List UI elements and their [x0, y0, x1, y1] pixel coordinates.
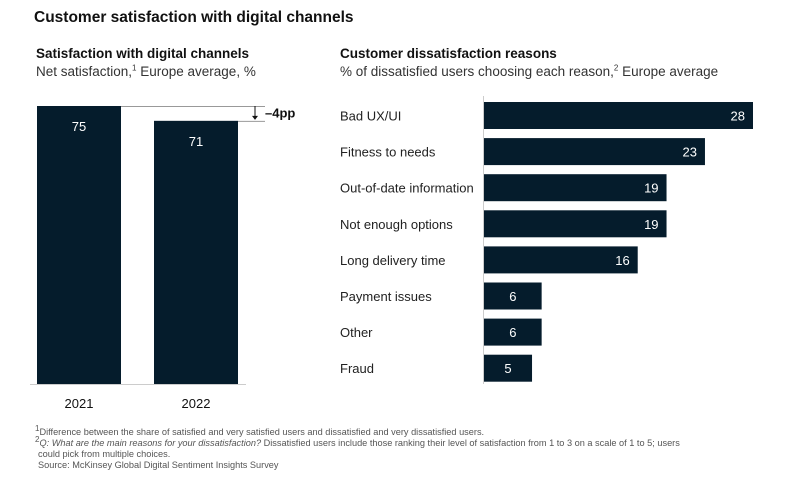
data-label-7: 5	[504, 361, 511, 376]
bar-3	[484, 210, 667, 238]
footnote-2-marker: 2	[35, 434, 40, 444]
footnote-2-text: Dissatisfied users include those ranking…	[261, 438, 680, 448]
category-label-2: Out-of-date information	[340, 181, 474, 196]
data-label-0: 28	[731, 109, 745, 124]
data-label-3: 19	[644, 217, 658, 232]
right-chart-title: Customer dissatisfaction reasons	[340, 46, 557, 61]
category-label-6: Other	[340, 325, 373, 340]
difference-annotation: –4pp	[265, 105, 295, 120]
footnote-1: 1Difference between the share of satisfi…	[35, 423, 755, 438]
category-label-5: Payment issues	[340, 289, 432, 304]
data-label-2021: 75	[72, 119, 86, 134]
data-label-6: 6	[509, 325, 516, 340]
left-chart-title: Satisfaction with digital channels	[36, 46, 250, 61]
chart-title: Customer satisfaction with digital chann…	[34, 9, 354, 26]
footnotes: 1Difference between the share of satisfi…	[35, 423, 755, 471]
left-subtitle-rest: Europe average, %	[136, 64, 256, 79]
data-label-1: 23	[682, 145, 696, 160]
left-chart-subtitle: Net satisfaction,1 Europe average, %	[36, 64, 256, 79]
bar-4	[484, 246, 638, 274]
bar-2	[484, 174, 667, 202]
footnote-2: 2Q: What are the main reasons for your d…	[35, 434, 755, 449]
bar-7	[484, 354, 533, 382]
category-label-0: Bad UX/UI	[340, 109, 401, 124]
bar-1	[484, 138, 705, 166]
bar-5	[484, 282, 542, 310]
right-chart: 28 Bad UX/UI 23 Fitness to needs 19 Out-of-da…	[340, 96, 753, 384]
category-label-7: Fraud	[340, 361, 374, 376]
bar-2021	[37, 106, 121, 384]
category-label-1: Fitness to needs	[340, 145, 436, 160]
bar-0	[484, 102, 753, 129]
right-subtitle-rest: Europe average	[618, 64, 719, 79]
data-label-2022: 71	[189, 134, 203, 149]
data-label-5: 6	[509, 289, 516, 304]
bar-6	[484, 318, 542, 346]
category-label-4: Long delivery time	[340, 253, 446, 268]
footnote-2-question: Q: What are the main reasons for your di…	[39, 438, 262, 448]
footnote-1-marker: 1	[35, 423, 40, 433]
data-label-2: 19	[644, 181, 658, 196]
bar-2022	[154, 120, 238, 385]
right-chart-subtitle: % of dissatisfied users choosing each re…	[340, 64, 718, 79]
left-subtitle-text: Net satisfaction,	[36, 64, 133, 79]
right-subtitle-text: % of dissatisfied users choosing each re…	[340, 64, 614, 79]
x-tick-label-2021: 2021	[65, 396, 94, 411]
footnote-marker: 2	[613, 63, 619, 73]
category-label-3: Not enough options	[340, 217, 453, 232]
footnote-1-text: Difference between the share of satisfie…	[39, 427, 485, 437]
x-tick-label-2022: 2022	[182, 396, 211, 411]
data-label-4: 16	[615, 253, 629, 268]
left-chart: 75 2021 71 2022 –4pp	[30, 105, 295, 411]
footnote-2-continued: could pick from multiple choices.	[38, 449, 171, 459]
difference-arrow-icon	[252, 115, 258, 120]
source-note: Source: McKinsey Global Digital Sentimen…	[38, 460, 279, 470]
footnote-marker: 1	[132, 63, 137, 73]
